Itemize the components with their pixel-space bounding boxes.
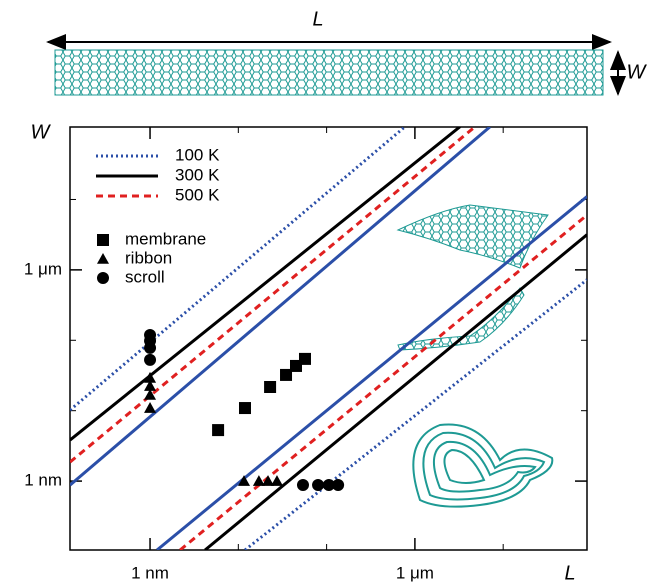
- legend-label: scroll: [125, 267, 165, 286]
- boundary-line: [70, 127, 492, 487]
- plot-frame: [69, 126, 588, 551]
- circle-marker: [144, 353, 157, 366]
- legend-label: 500 K: [175, 185, 220, 204]
- boundary-line: [244, 278, 587, 550]
- plot-area: [70, 127, 587, 550]
- y-axis-label: W: [31, 121, 52, 143]
- x-axis-label: L: [564, 562, 575, 583]
- scroll-inset: [412, 423, 554, 508]
- legend-label: 100 K: [175, 145, 220, 164]
- boundary-line: [156, 195, 587, 550]
- width-label: W: [627, 61, 648, 83]
- legend-label: ribbon: [125, 248, 172, 267]
- x-tick-label: 1 μm: [396, 563, 434, 582]
- x-tick-label: 1 nm: [131, 563, 169, 582]
- square-marker: [280, 368, 293, 381]
- triangle-marker: [144, 389, 157, 400]
- circle-marker: [312, 478, 325, 491]
- circle-marker: [322, 478, 335, 491]
- circle-marker: [97, 272, 109, 284]
- square-marker: [264, 380, 277, 393]
- y-tick-label: 1 μm: [24, 259, 62, 278]
- boundary-line: [70, 127, 461, 442]
- circle-marker: [296, 478, 309, 491]
- square-marker: [298, 352, 311, 365]
- boundary-line: [179, 213, 587, 550]
- triangle-marker: [262, 475, 275, 486]
- circle-marker: [144, 341, 157, 354]
- boundary-line: [70, 127, 476, 464]
- triangle-marker: [238, 475, 251, 486]
- square-marker: [97, 234, 109, 246]
- triangle-marker: [144, 380, 157, 391]
- triangle-marker: [97, 253, 109, 264]
- square-marker: [238, 402, 251, 415]
- square-marker: [212, 424, 225, 437]
- circle-marker: [332, 478, 345, 491]
- triangle-marker: [144, 371, 157, 383]
- ribbon-schematic: [54, 49, 604, 96]
- triangle-marker: [270, 475, 283, 486]
- membrane-inset: [396, 204, 549, 269]
- boundary-line: [70, 127, 406, 412]
- triangle-marker: [252, 475, 265, 486]
- legend-label: membrane: [125, 229, 206, 248]
- legend-label: 300 K: [175, 165, 220, 184]
- length-label: L: [312, 8, 323, 30]
- triangle-marker: [144, 402, 157, 413]
- boundary-line: [204, 233, 587, 550]
- y-tick-label: 1 nm: [24, 471, 62, 490]
